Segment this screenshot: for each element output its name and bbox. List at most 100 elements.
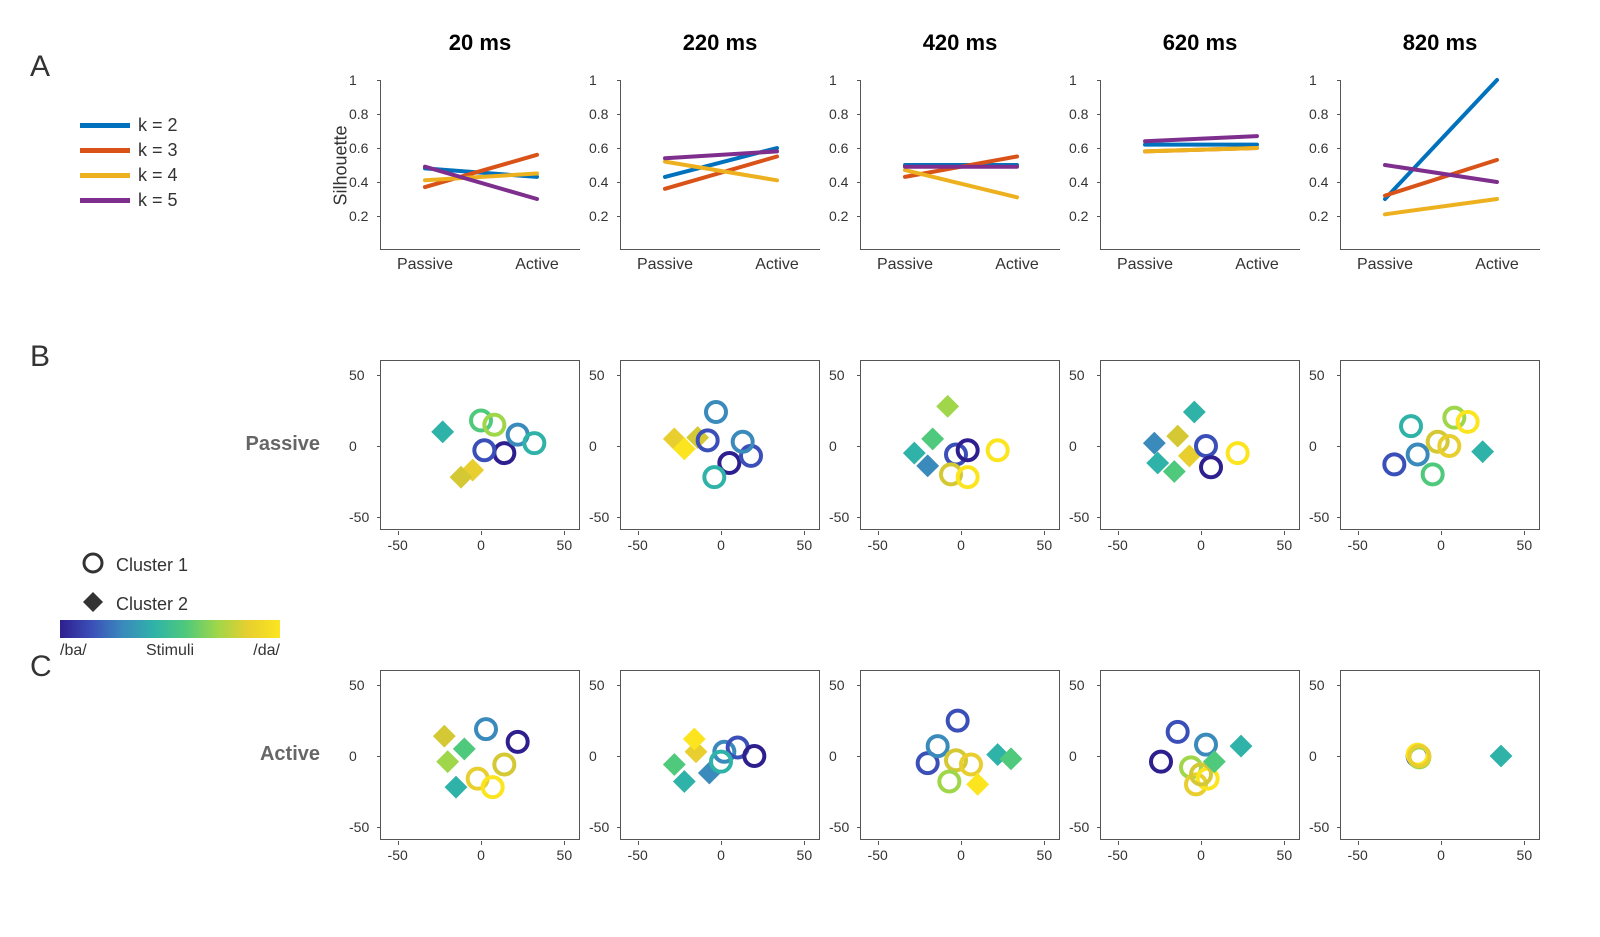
legend-label: k = 3: [138, 140, 178, 161]
point-circle: [1201, 457, 1221, 477]
ytick: 0.8: [349, 106, 368, 122]
point-circle: [706, 402, 726, 422]
point-diamond: [1230, 735, 1253, 758]
ytick: 0.4: [1309, 174, 1328, 190]
xtick: Passive: [1115, 256, 1175, 274]
ytick: 0.8: [829, 106, 848, 122]
col-header: 20 ms: [370, 30, 590, 56]
series-line: [1385, 199, 1497, 214]
ytick: 0: [589, 438, 597, 454]
ylabel: Silhouette: [331, 126, 352, 206]
xtick: 50: [1270, 847, 1298, 863]
xtick: -50: [624, 537, 652, 553]
xtick: 0: [947, 537, 975, 553]
scatter-plot: -50050-50050: [1340, 670, 1540, 840]
ytick: 0.2: [829, 208, 848, 224]
ytick: 1: [589, 72, 597, 88]
point-diamond: [1166, 425, 1189, 448]
scatter-plot: -50050-50050: [1100, 670, 1300, 840]
ytick: -50: [829, 509, 849, 525]
point-circle: [1196, 436, 1216, 456]
point-circle: [1408, 445, 1428, 465]
ytick: 50: [829, 677, 845, 693]
col-header: 420 ms: [850, 30, 1070, 56]
ytick: 0.2: [1069, 208, 1088, 224]
ytick: -50: [829, 819, 849, 835]
legend-scatter: Cluster 1 Cluster 2: [80, 550, 188, 628]
ytick: 50: [1309, 367, 1325, 383]
xtick: -50: [864, 847, 892, 863]
xtick: -50: [624, 847, 652, 863]
ytick: -50: [349, 819, 369, 835]
row-label-b: Passive: [200, 433, 320, 456]
ytick: 0: [349, 748, 357, 764]
point-circle: [1228, 443, 1248, 463]
point-circle: [988, 440, 1008, 460]
point-circle: [474, 440, 494, 460]
ytick: 0.6: [829, 140, 848, 156]
col-header: 620 ms: [1090, 30, 1310, 56]
xtick: 0: [1427, 847, 1455, 863]
xtick: -50: [1104, 537, 1132, 553]
ytick: 0.2: [349, 208, 368, 224]
scatter-plot: -50050-50050: [1340, 360, 1540, 530]
point-circle: [704, 467, 724, 487]
ytick: 50: [1309, 677, 1325, 693]
point-diamond: [453, 737, 476, 760]
xtick: Passive: [1355, 256, 1415, 274]
ytick: 0: [829, 748, 837, 764]
ytick: 1: [829, 72, 837, 88]
ytick: -50: [589, 509, 609, 525]
xtick: -50: [864, 537, 892, 553]
legend-rowA: k = 2k = 3k = 4k = 5: [80, 115, 178, 215]
xtick: 50: [550, 537, 578, 553]
series-line: [1145, 148, 1257, 151]
panel-label-b: B: [30, 340, 50, 374]
point-diamond: [1143, 432, 1166, 455]
xtick: 0: [947, 847, 975, 863]
point-diamond: [936, 395, 959, 418]
ytick: 0.6: [1069, 140, 1088, 156]
ytick: 50: [829, 367, 845, 383]
point-circle: [928, 736, 948, 756]
point-diamond: [1471, 440, 1494, 463]
ytick: 50: [349, 367, 365, 383]
ytick: -50: [349, 509, 369, 525]
silhouette-plot: 0.20.40.60.81PassiveActive: [1340, 80, 1540, 250]
xtick: Passive: [395, 256, 455, 274]
ytick: 0.4: [349, 174, 368, 190]
scatter-plot: -50050-50050: [1100, 360, 1300, 530]
xtick: 50: [1030, 847, 1058, 863]
point-diamond: [433, 725, 456, 748]
xtick: -50: [1104, 847, 1132, 863]
point-circle: [1151, 752, 1171, 772]
ytick: 0.8: [1309, 106, 1328, 122]
legend-label: k = 2: [138, 115, 178, 136]
xtick: -50: [1344, 847, 1372, 863]
ytick: 0.2: [589, 208, 608, 224]
xtick: -50: [1344, 537, 1372, 553]
legend-label: k = 4: [138, 165, 178, 186]
point-circle: [1423, 464, 1443, 484]
xtick: Active: [1227, 256, 1287, 274]
ytick: 0: [1069, 748, 1077, 764]
point-circle: [1168, 722, 1188, 742]
scatter-plot: -50050-50050: [620, 670, 820, 840]
ytick: 0.4: [589, 174, 608, 190]
point-circle: [476, 719, 496, 739]
ytick: 1: [1309, 72, 1317, 88]
point-circle: [939, 772, 959, 792]
silhouette-plot: 0.20.40.60.81PassiveActiveSilhouette: [380, 80, 580, 250]
xtick: 0: [467, 537, 495, 553]
ytick: -50: [1069, 509, 1089, 525]
ytick: 0.4: [1069, 174, 1088, 190]
ytick: 0: [1309, 438, 1317, 454]
point-circle: [1384, 454, 1404, 474]
ytick: 0.4: [829, 174, 848, 190]
xtick: 50: [1510, 537, 1538, 553]
ytick: 0: [829, 438, 837, 454]
xtick: Active: [507, 256, 567, 274]
legend-cluster1: Cluster 1: [116, 555, 188, 576]
legend-cluster2: Cluster 2: [116, 594, 188, 615]
colorbar-left: /ba/: [60, 642, 87, 660]
